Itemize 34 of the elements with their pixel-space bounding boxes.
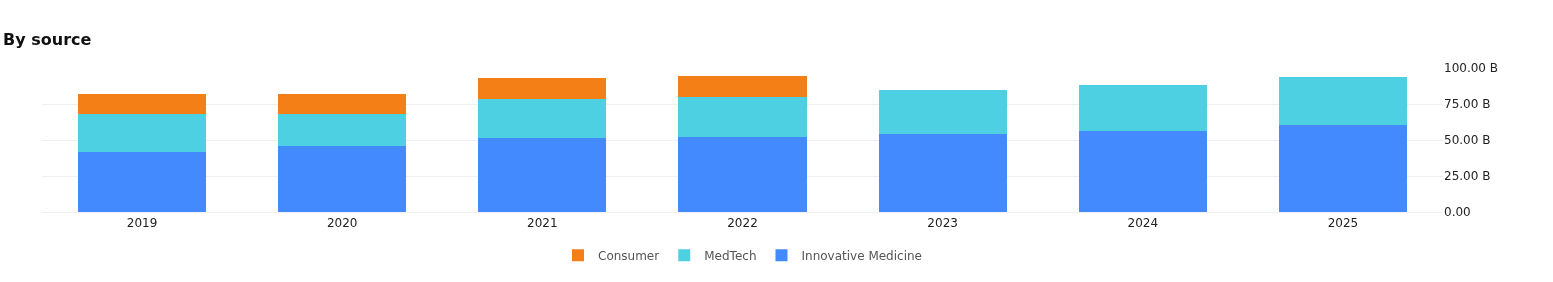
legend-label: Innovative Medicine — [801, 248, 922, 263]
bar — [278, 94, 407, 115]
bar — [678, 97, 807, 137]
y-tick-label: 100.00 B — [1444, 61, 1499, 76]
y-tick-label: 50.00 B — [1444, 133, 1491, 148]
bar — [1078, 85, 1207, 131]
bar — [678, 76, 807, 98]
bar — [878, 133, 1007, 212]
bar — [878, 90, 1007, 134]
bar — [678, 136, 807, 212]
x-tick-label: 2022 — [727, 216, 758, 231]
x-tick-label: 2023 — [927, 216, 958, 231]
legend-label: MedTech — [704, 248, 757, 263]
y-tick-label: 75.00 B — [1444, 97, 1491, 112]
x-tick-label: 2020 — [326, 216, 358, 231]
bar — [78, 151, 207, 212]
bar — [1278, 77, 1407, 126]
bar — [78, 114, 207, 152]
legend-label: Consumer — [598, 248, 660, 263]
bar — [78, 94, 207, 115]
bar — [478, 78, 607, 100]
bar — [1078, 130, 1207, 212]
y-tick-label: 0.00 — [1444, 205, 1471, 220]
bar — [1278, 125, 1407, 212]
x-tick-label: 2021 — [527, 216, 558, 231]
x-tick-label: 2025 — [1327, 216, 1359, 231]
bar — [478, 137, 607, 212]
bar — [278, 114, 407, 147]
x-tick-label: 2024 — [1127, 216, 1159, 231]
x-tick-label: 2019 — [126, 216, 158, 231]
bar — [278, 146, 407, 212]
y-tick-label: 25.00 B — [1444, 169, 1491, 184]
bar — [478, 99, 607, 138]
chart-title: By source — [3, 30, 92, 50]
